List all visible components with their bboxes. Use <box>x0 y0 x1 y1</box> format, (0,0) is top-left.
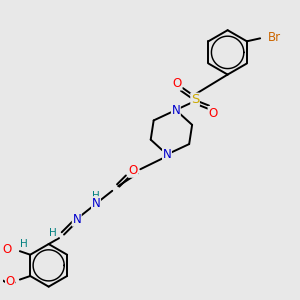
Text: H: H <box>49 228 57 238</box>
Text: N: N <box>92 197 100 210</box>
Text: O: O <box>173 77 182 90</box>
Text: O: O <box>208 106 218 119</box>
Text: O: O <box>6 275 15 288</box>
Text: H: H <box>92 191 100 201</box>
Text: N: N <box>72 213 81 226</box>
Text: Br: Br <box>268 31 281 44</box>
Text: O: O <box>3 243 12 256</box>
Text: N: N <box>172 103 180 117</box>
Text: H: H <box>20 239 28 249</box>
Text: O: O <box>128 164 138 177</box>
Text: N: N <box>163 148 171 161</box>
Text: S: S <box>191 93 199 106</box>
